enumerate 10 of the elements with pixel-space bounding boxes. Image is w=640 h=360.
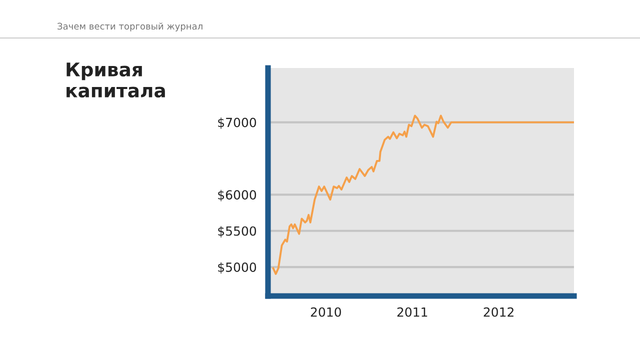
text: Кривая капитала [66,62,165,98]
x-tick-label: 2011 [397,307,428,317]
x-tick-label: 2010 [310,307,341,317]
y-tick-label: $6000 [218,190,256,202]
y-tick-label: $7000 [218,118,256,129]
y-tick-label: $5500 [218,226,256,238]
y-tick-label: $5000 [218,262,256,274]
x-tick-label: 2012 [484,307,514,317]
line-series [272,114,574,275]
text: Зачем вести торговый журнал [58,22,202,32]
